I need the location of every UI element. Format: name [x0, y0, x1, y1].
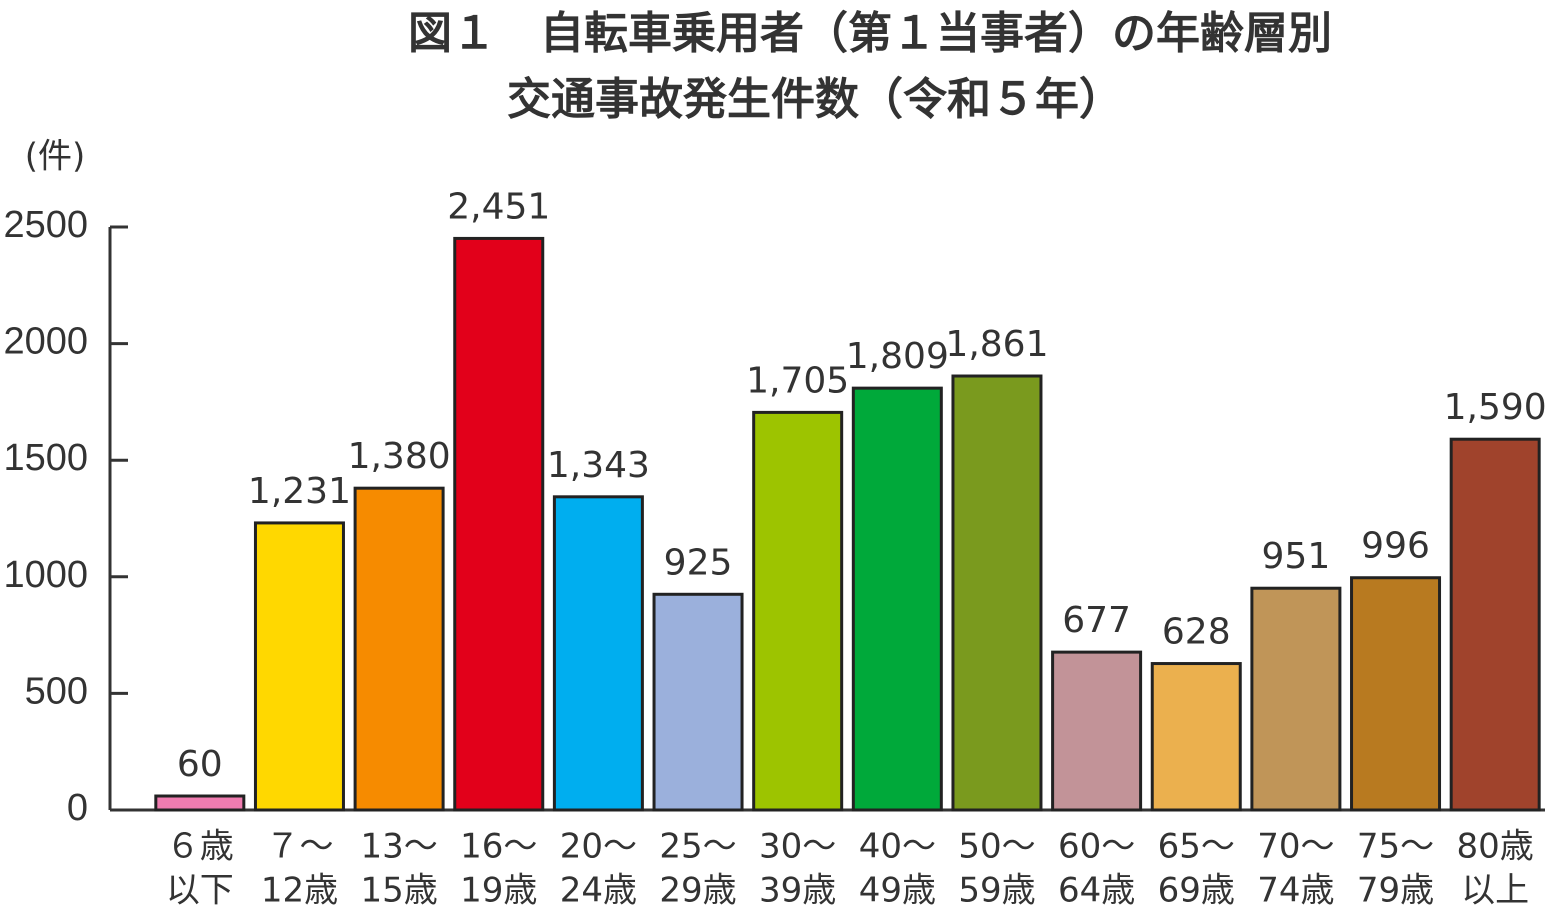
x-tick-label: 19歳 — [460, 871, 537, 911]
chart-title: 交通事故発生件数（令和５年） — [507, 74, 1123, 125]
x-tick-label: 40～ — [859, 827, 936, 867]
bar — [1051, 650, 1143, 812]
value-label: 1,380 — [348, 436, 451, 477]
x-tick-label: 65～ — [1158, 827, 1235, 867]
x-tick-label: 24歳 — [560, 871, 637, 911]
x-tick-label: 49歳 — [859, 871, 936, 911]
x-tick-label: 75～ — [1357, 827, 1434, 867]
value-label: 628 — [1162, 612, 1231, 653]
value-label: 996 — [1361, 526, 1430, 567]
bar — [951, 374, 1043, 812]
x-tick-label: 80歳 — [1457, 827, 1534, 867]
value-label: 1,861 — [945, 324, 1048, 365]
x-tick-label: 以上 — [1461, 871, 1529, 911]
bar — [154, 794, 246, 812]
value-label: 951 — [1262, 536, 1331, 577]
bar — [652, 592, 744, 812]
x-tick-label: 15歳 — [360, 871, 437, 911]
value-label: 1,343 — [547, 445, 650, 486]
x-tick-label: 25～ — [659, 827, 736, 867]
x-tick-label: 79歳 — [1357, 871, 1434, 911]
bar — [453, 236, 545, 812]
x-tick-label: 12歳 — [261, 871, 338, 911]
x-tick-label: 16～ — [460, 827, 537, 867]
y-tick-label: 500 — [25, 670, 88, 712]
bar — [253, 521, 345, 812]
x-tick-label: 69歳 — [1158, 871, 1235, 911]
bar — [752, 410, 844, 812]
x-tick-label: 以下 — [166, 871, 234, 911]
bar — [1350, 576, 1442, 812]
y-tick-label: 0 — [67, 787, 88, 829]
x-tick-label: ７～ — [265, 827, 333, 867]
y-tick-label: 2000 — [3, 321, 88, 363]
y-tick-label: 1000 — [3, 554, 88, 596]
x-tick-label: 74歳 — [1257, 871, 1334, 911]
chart-title: 図１ 自転車乗用者（第１当事者）の年齢層別 — [408, 8, 1332, 59]
value-label: 1,809 — [846, 336, 949, 377]
x-tick-label: 60～ — [1058, 827, 1135, 867]
value-label: 677 — [1062, 600, 1131, 641]
x-tick-label: 20～ — [560, 827, 637, 867]
y-tick-label: 2500 — [3, 204, 88, 246]
value-label: 1,590 — [1444, 387, 1547, 428]
value-label: 2,451 — [447, 186, 550, 227]
bar — [1449, 437, 1541, 812]
x-tick-label: 70～ — [1257, 827, 1334, 867]
bar — [353, 486, 445, 812]
value-label: 925 — [664, 542, 733, 583]
y-axis-label: (件) — [25, 137, 86, 177]
x-tick-label: 29歳 — [659, 871, 736, 911]
value-label: 1,231 — [248, 471, 351, 512]
x-tick-label: 59歳 — [958, 871, 1035, 911]
y-tick-label: 1500 — [3, 437, 88, 479]
value-label: 1,705 — [746, 360, 849, 401]
x-tick-label: 39歳 — [759, 871, 836, 911]
value-label: 60 — [177, 744, 223, 785]
x-tick-label: 30～ — [759, 827, 836, 867]
x-tick-label: 64歳 — [1058, 871, 1135, 911]
x-tick-label: 13～ — [360, 827, 437, 867]
bar — [1250, 586, 1342, 812]
x-tick-label: 50～ — [958, 827, 1035, 867]
bar — [1150, 662, 1242, 812]
bar — [552, 495, 644, 812]
bar — [851, 386, 943, 812]
x-tick-label: ６歳 — [166, 827, 234, 867]
